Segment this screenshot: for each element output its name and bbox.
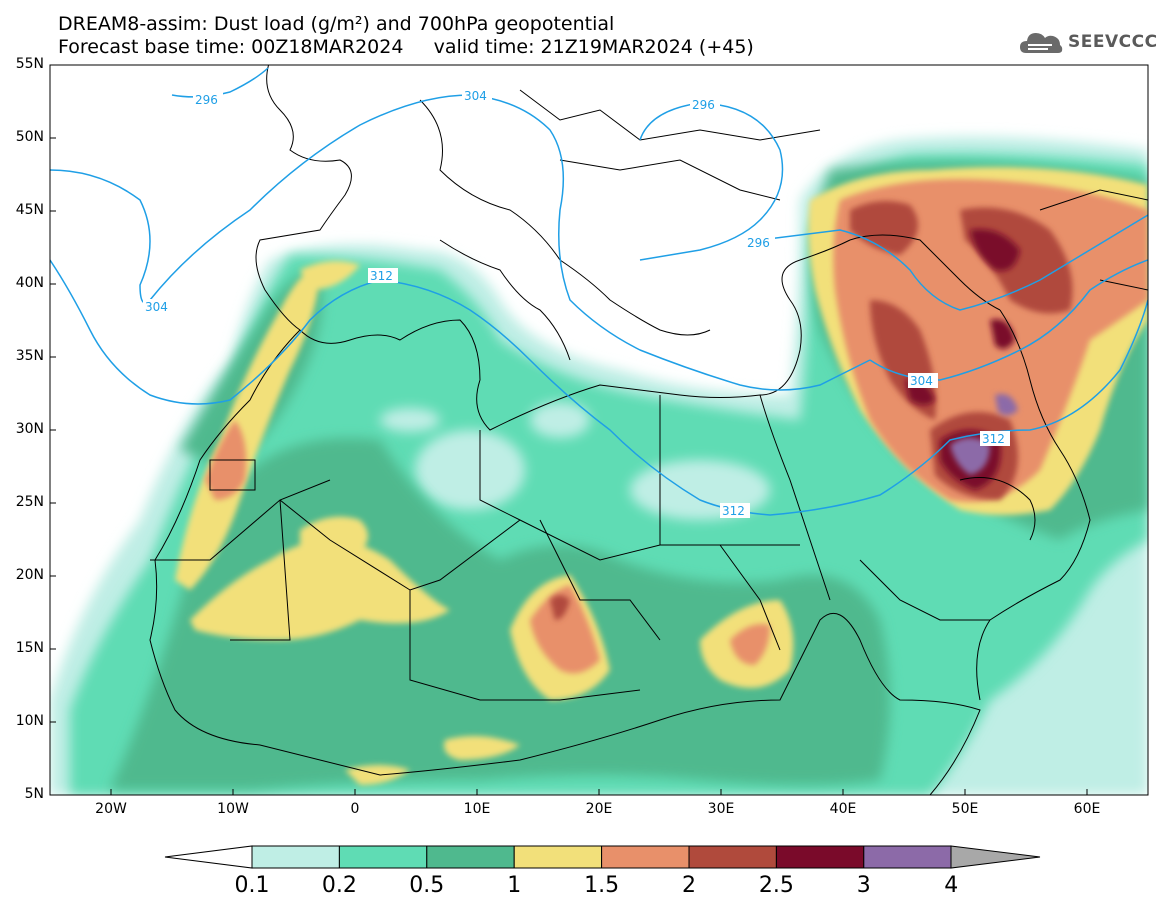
contour-label: 312 bbox=[982, 432, 1005, 446]
colorbar-label: 1.5 bbox=[584, 873, 620, 898]
lon-label: 60E bbox=[1073, 801, 1101, 817]
lat-label: 20N bbox=[15, 567, 44, 583]
lon-label: 10W bbox=[217, 801, 249, 817]
lon-label: 50E bbox=[951, 801, 979, 817]
contour-label: 304 bbox=[145, 300, 168, 314]
contour-label: 304 bbox=[910, 374, 933, 388]
colorbar-label: 1 bbox=[507, 873, 522, 898]
colorbar-label: 0.1 bbox=[234, 873, 270, 898]
colorbar bbox=[164, 845, 1041, 869]
colorbar-label: 0.5 bbox=[409, 873, 445, 898]
coastlines bbox=[149, 65, 1148, 795]
logo-text: SEEVCCC bbox=[1068, 32, 1158, 52]
lat-label: 55N bbox=[15, 56, 44, 72]
colorbar-swatch bbox=[426, 845, 515, 869]
colorbar-swatch bbox=[513, 845, 603, 869]
lat-label: 50N bbox=[15, 129, 44, 145]
cloud-icon bbox=[1020, 33, 1063, 53]
lon-label: 0 bbox=[350, 801, 360, 817]
contour-label: 312 bbox=[722, 504, 745, 518]
forecast-time-subtitle: Forecast base time: 00Z18MAR2024 valid t… bbox=[58, 36, 754, 58]
colorbar-label: 4 bbox=[944, 873, 959, 898]
lat-label: 10N bbox=[15, 713, 44, 729]
contour-label: 296 bbox=[692, 98, 715, 112]
lon-label: 30E bbox=[707, 801, 735, 817]
lat-label: 30N bbox=[15, 421, 44, 437]
colorbar-label: 2 bbox=[682, 873, 696, 898]
map-title: DREAM8-assim: Dust load (g/m²) and 700hP… bbox=[58, 13, 615, 35]
lat-label: 5N bbox=[24, 786, 44, 802]
colorbar-label: 0.2 bbox=[321, 873, 357, 898]
contour-label: 296 bbox=[747, 236, 770, 250]
dust-field: 296 304 296 304 312 296 304 312 312 bbox=[50, 65, 1148, 795]
colorbar-swatch bbox=[338, 845, 428, 869]
colorbar-swatch bbox=[601, 845, 690, 869]
colorbar-swatch bbox=[775, 845, 865, 869]
colorbar-label: 2.5 bbox=[758, 873, 794, 898]
colorbar-label: 3 bbox=[856, 873, 871, 898]
lon-label: 20W bbox=[95, 801, 127, 817]
lat-label: 25N bbox=[15, 494, 44, 510]
lat-label: 45N bbox=[15, 202, 44, 218]
colorbar-swatch bbox=[863, 845, 952, 869]
lat-label: 35N bbox=[15, 348, 44, 364]
lat-label: 40N bbox=[15, 275, 44, 291]
axis-ticks bbox=[50, 64, 1088, 796]
lon-label: 20E bbox=[585, 801, 613, 817]
contour-labels: 296 304 296 304 312 296 304 312 312 bbox=[143, 88, 1010, 518]
colorbar-swatch bbox=[688, 845, 777, 869]
contour-label: 304 bbox=[464, 89, 487, 103]
lat-label: 15N bbox=[15, 640, 44, 656]
lon-label: 40E bbox=[829, 801, 857, 817]
contour-label: 296 bbox=[195, 93, 218, 107]
colorbar-swatch bbox=[251, 845, 340, 869]
seevccc-logo: SEEVCCC bbox=[1018, 27, 1158, 57]
contour-label: 312 bbox=[370, 269, 393, 283]
lon-label: 10E bbox=[463, 801, 491, 817]
